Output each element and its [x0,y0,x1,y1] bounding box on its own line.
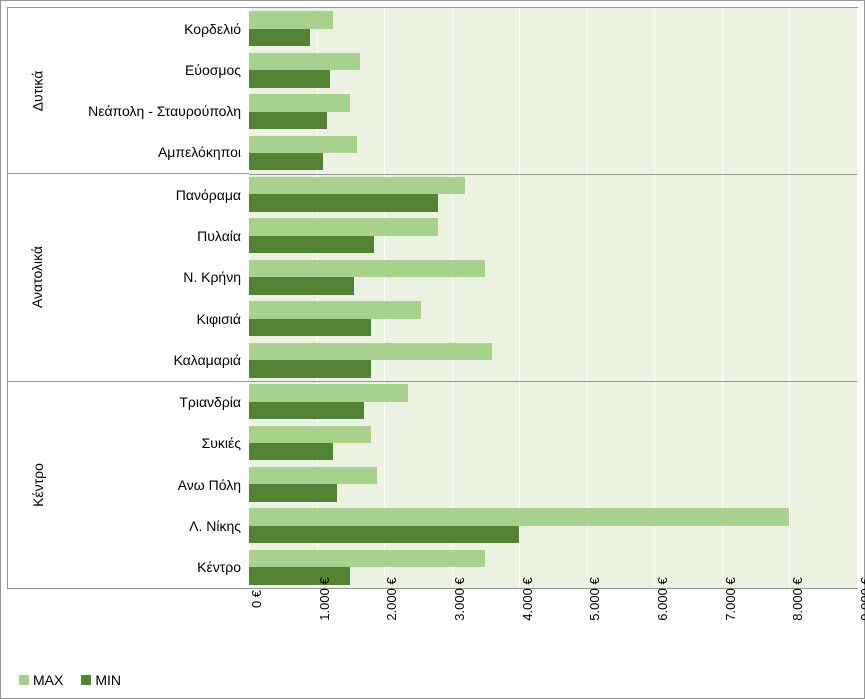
bar-min [249,29,310,46]
y-category-label: Αμπελόκηποι [67,132,249,174]
x-tick-label: 2.000 € [384,577,399,620]
legend-swatch-min [81,675,91,685]
bar-max [249,508,789,525]
bar-max [249,260,485,277]
bar-max [249,136,357,153]
bar-max [249,426,371,443]
y-category-label: Νεάπολη - Σταυρούπολη [67,91,249,132]
bar-max [249,301,421,318]
bar-max [249,218,438,235]
bar-pair [249,505,857,546]
bar-max [249,11,333,28]
y-group-label: Δυτικά [29,70,45,111]
y-group: Ανατολικά [8,174,67,381]
bar-pair [249,257,857,298]
x-tick-label: 0 € [249,590,264,608]
bar-max [249,384,408,401]
bar-min [249,319,371,336]
y-category-label: Πυλαία [67,215,249,256]
bar-max [249,467,377,484]
bar-min [249,194,438,211]
y-group: Δυτικά [8,8,67,174]
y-axis-categories: ΚορδελιόΕύοσμοςΝεάπολη - ΣταυρούποληΑμπε… [67,7,249,589]
bar-max [249,550,485,567]
bars-layer [249,8,857,588]
plot-and-yaxis: Δυτικά Ανατολικά Κέντρο ΚορδελιόΕύοσμοςΝεά… [7,7,858,589]
x-tick-label: 5.000 € [587,577,602,620]
chart-container: Δυτικά Ανατολικά Κέντρο ΚορδελιόΕύοσμοςΝεά… [0,0,865,699]
y-group-label: Κέντρο [29,463,45,507]
legend-swatch-max [19,675,29,685]
bar-pair [249,298,857,339]
y-category-label: Καλαμαριά [67,339,249,381]
bar-min [249,526,519,543]
legend-item-max: MAX [19,672,63,688]
x-tick-label: 3.000 € [452,577,467,620]
bar-min [249,236,374,253]
bar-min [249,277,354,294]
bar-pair [249,547,857,588]
x-tick-label: 7.000 € [723,577,738,620]
bar-pair [249,422,857,463]
bar-min [249,360,371,377]
bar-pair [249,8,857,49]
y-group-label: Ανατολικά [30,246,46,308]
bar-pair [249,381,857,422]
x-tick-label: 4.000 € [520,577,535,620]
y-category-label: Ανω Πόλη [67,464,249,505]
bar-min [249,70,330,87]
bar-pair [249,339,857,380]
bar-max [249,94,350,111]
y-category-label: Κέντρο [67,547,249,588]
bar-min [249,112,327,129]
bar-max [249,177,465,194]
y-category-label: Τριανδρία [67,382,249,423]
bar-pair [249,464,857,505]
bar-max [249,343,492,360]
y-category-label: Λ. Νίκης [67,505,249,546]
bar-min [249,484,337,501]
y-group: Κέντρο [8,382,67,588]
y-category-label: Εύοσμος [67,49,249,90]
y-category-label: Κιφισιά [67,298,249,339]
legend-label-max: MAX [33,672,63,688]
x-tick-label: 6.000 € [655,577,670,620]
bar-pair [249,49,857,90]
y-category-label: Ν. Κρήνη [67,257,249,298]
bar-pair [249,215,857,256]
legend-label-min: MIN [95,672,121,688]
bar-pair [249,132,857,173]
y-category-label: Συκιές [67,423,249,464]
bar-min [249,402,364,419]
x-tick-label: 8.000 € [790,577,805,620]
x-tick-label: 1.000 € [317,577,332,620]
bar-pair [249,91,857,132]
y-category-label: Κορδελιό [67,8,249,49]
bar-min [249,153,323,170]
legend-item-min: MIN [81,672,121,688]
grid-line [857,8,858,588]
x-axis: 0 €1.000 €2.000 €3.000 €4.000 €5.000 €6.… [249,593,858,653]
bar-pair [249,174,857,215]
bar-max [249,53,360,70]
bar-min [249,443,333,460]
y-axis-groups: Δυτικά Ανατολικά Κέντρο [7,7,67,589]
plot-area [249,7,858,589]
y-category-label: Πανόραμα [67,174,249,215]
bar-min [249,567,350,584]
x-tick-label: 9.000 € [858,577,865,620]
legend: MAX MIN [19,672,121,688]
